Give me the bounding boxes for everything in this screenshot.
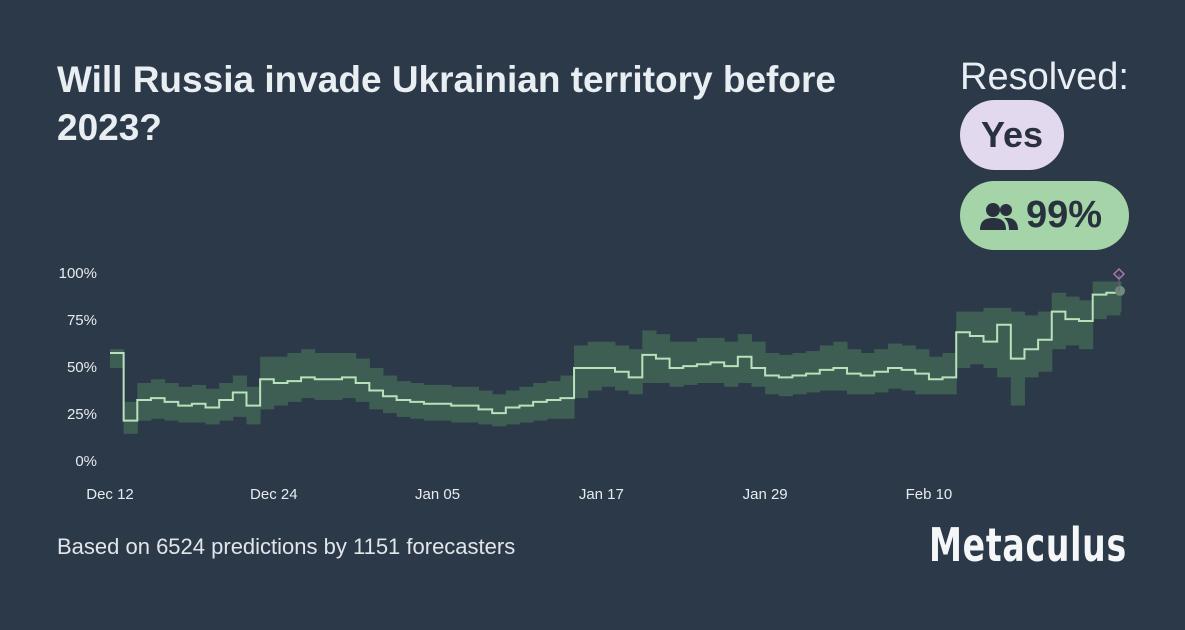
latest-point bbox=[1115, 285, 1125, 296]
people-icon bbox=[980, 203, 1018, 230]
uncertainty-band bbox=[615, 345, 630, 391]
uncertainty-band bbox=[956, 311, 971, 368]
y-tick-label: 25% bbox=[67, 406, 97, 423]
uncertainty-band bbox=[260, 356, 275, 410]
uncertainty-band bbox=[833, 341, 848, 391]
uncertainty-band bbox=[997, 307, 1012, 378]
uncertainty-band bbox=[1051, 292, 1066, 350]
uncertainty-band bbox=[915, 349, 930, 395]
uncertainty-band bbox=[860, 352, 875, 395]
uncertainty-band bbox=[751, 341, 766, 387]
uncertainty-band bbox=[669, 341, 684, 387]
uncertainty-band bbox=[123, 401, 138, 434]
median-line bbox=[110, 290, 1121, 422]
uncertainty-band bbox=[642, 330, 657, 384]
resolution-marker bbox=[1112, 267, 1126, 281]
x-tick-label: Jan 29 bbox=[743, 486, 788, 503]
uncertainty-band bbox=[314, 352, 329, 400]
uncertainty-band bbox=[342, 352, 357, 399]
uncertainty-band bbox=[382, 375, 398, 414]
status-label: Resolved: bbox=[960, 56, 1129, 98]
uncertainty-band bbox=[1079, 300, 1094, 350]
resolution-pill: Yes bbox=[960, 100, 1064, 170]
y-tick-label: 75% bbox=[67, 312, 97, 329]
x-tick-label: Jan 05 bbox=[415, 486, 460, 503]
uncertainty-band bbox=[1120, 281, 1122, 312]
uncertainty-band bbox=[683, 341, 698, 385]
uncertainty-band bbox=[219, 383, 234, 421]
uncertainty-band bbox=[232, 375, 247, 417]
uncertainty-band bbox=[847, 349, 862, 395]
community-prediction: 99% bbox=[1026, 194, 1103, 236]
uncertainty-band bbox=[710, 337, 725, 384]
uncertainty-band bbox=[792, 352, 807, 395]
x-tick-label: Dec 24 bbox=[250, 486, 298, 503]
uncertainty-band bbox=[287, 352, 302, 402]
x-tick-label: Feb 10 bbox=[906, 486, 953, 503]
uncertainty-band bbox=[574, 345, 589, 399]
uncertainty-band bbox=[328, 352, 343, 400]
brand: Metaculus bbox=[929, 518, 1127, 572]
uncertainty-band bbox=[369, 368, 384, 410]
footer-text: Based on 6524 predictions by 1151 foreca… bbox=[57, 534, 516, 559]
uncertainty-band bbox=[1024, 315, 1039, 378]
uncertainty-band bbox=[587, 341, 602, 391]
uncertainty-band bbox=[737, 334, 752, 384]
uncertainty-band bbox=[806, 351, 821, 393]
y-tick-label: 100% bbox=[59, 265, 97, 282]
uncertainty-band bbox=[724, 341, 739, 387]
uncertainty-band bbox=[696, 337, 712, 384]
uncertainty-band bbox=[1038, 311, 1053, 372]
y-tick-label: 0% bbox=[75, 453, 97, 470]
uncertainty-band bbox=[928, 356, 944, 395]
uncertainty-band bbox=[819, 345, 834, 391]
uncertainty-band bbox=[601, 341, 616, 387]
y-tick-label: 50% bbox=[67, 359, 97, 376]
title: Will Russia invade Ukrainian territory b… bbox=[57, 59, 836, 148]
x-tick-label: Jan 17 bbox=[579, 486, 624, 503]
uncertainty-band bbox=[969, 311, 985, 365]
uncertainty-band bbox=[355, 358, 370, 402]
uncertainty-band bbox=[942, 352, 957, 395]
uncertainty-band bbox=[492, 394, 507, 427]
x-tick-label: Dec 12 bbox=[86, 486, 134, 503]
uncertainty-band bbox=[983, 307, 998, 368]
uncertainty-band bbox=[1065, 296, 1080, 346]
uncertainty-band bbox=[273, 356, 288, 406]
uncertainty-band bbox=[478, 390, 493, 425]
uncertainty-band bbox=[887, 343, 903, 389]
uncertainty-band bbox=[301, 349, 316, 399]
community-prediction-pill: 99% bbox=[960, 181, 1129, 250]
uncertainty-band bbox=[778, 354, 793, 397]
uncertainty-band bbox=[765, 352, 780, 395]
uncertainty-band bbox=[901, 345, 916, 391]
uncertainty-band bbox=[628, 349, 643, 395]
uncertainty-band bbox=[137, 383, 152, 421]
uncertainty-band bbox=[1092, 281, 1107, 320]
